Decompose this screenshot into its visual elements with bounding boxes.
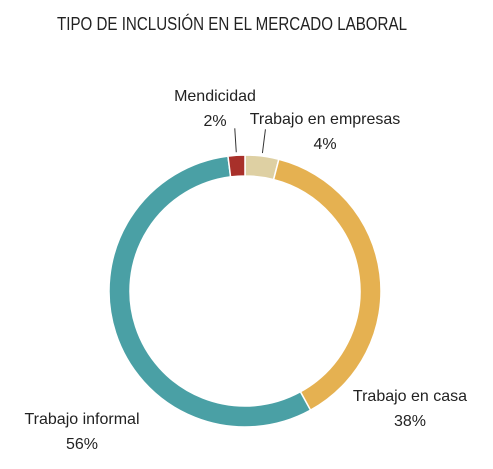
donut-segment [244, 154, 280, 181]
value-label: 2% [203, 113, 226, 130]
value-label: 56% [66, 436, 98, 453]
donut-segment [227, 154, 246, 178]
category-label: Trabajo informal [24, 411, 139, 428]
donut-segment [108, 155, 312, 428]
category-label: Trabajo en casa [353, 388, 467, 405]
leader-line [261, 129, 266, 154]
category-label: Trabajo en empresas [250, 111, 401, 128]
donut-segment [272, 158, 382, 412]
value-label: 4% [313, 136, 336, 153]
category-label: Mendicidad [174, 88, 256, 105]
value-label: 38% [394, 413, 426, 430]
chart-title: TIPO DE INCLUSIÓN EN EL MERCADO LABORAL [57, 13, 407, 34]
leader-line [234, 128, 237, 153]
